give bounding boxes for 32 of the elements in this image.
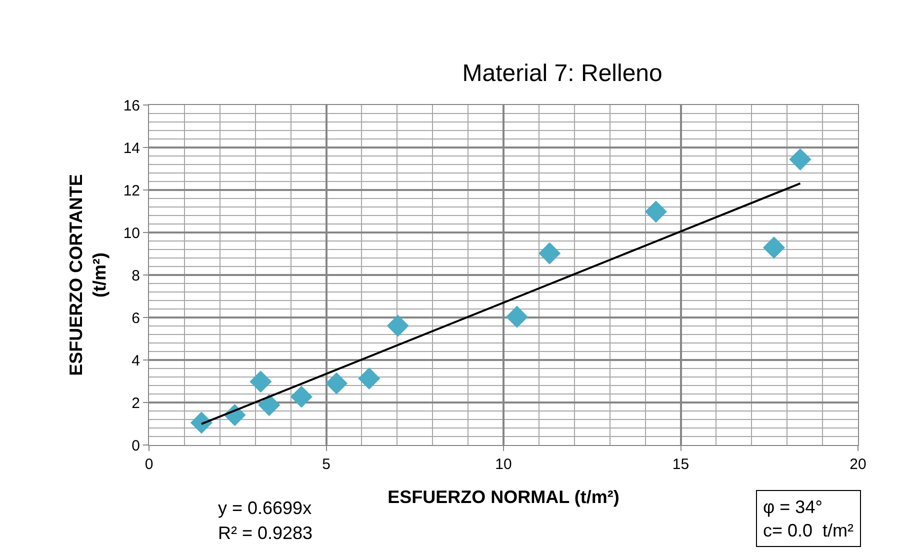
point — [190, 412, 213, 434]
point — [290, 386, 312, 408]
point — [644, 200, 667, 223]
text: φ = 34° c= 0.0 t/m² — [763, 497, 854, 540]
text: R² = 0.9283 — [218, 523, 313, 543]
point — [762, 236, 786, 259]
y-axis-title: ESFUERZO CORTANTE (t/m²) — [66, 174, 110, 376]
y-tick-label: 10 — [123, 224, 140, 242]
x-tick-label: 0 — [144, 456, 154, 473]
y-tick-label: 4 — [132, 352, 140, 370]
x-tick-label: 15 — [672, 456, 690, 473]
point — [506, 306, 528, 328]
point — [358, 367, 380, 390]
x-tick-label: 20 — [850, 456, 866, 473]
y-tick-label: 2 — [132, 394, 140, 412]
y-tick-label: 16 — [123, 97, 140, 114]
point — [258, 394, 280, 416]
point — [325, 372, 348, 394]
chart-title: Material 7: Relleno — [462, 60, 662, 87]
y-tick-label: 14 — [123, 140, 140, 157]
point — [386, 314, 409, 337]
y-tick-label: 0 — [132, 437, 140, 454]
x-tick-label: 5 — [322, 456, 330, 473]
y-tick-label: 8 — [132, 267, 140, 284]
x-axis-title: ESFUERZO NORMAL (t/m²) — [388, 487, 620, 508]
point — [538, 242, 561, 264]
point — [789, 148, 812, 170]
y-tick-label: 12 — [123, 182, 140, 200]
y-tick-label: 6 — [132, 310, 140, 327]
text: y = 0.6699x — [218, 498, 312, 518]
x-tick-label: 10 — [495, 456, 512, 473]
point — [250, 370, 272, 393]
